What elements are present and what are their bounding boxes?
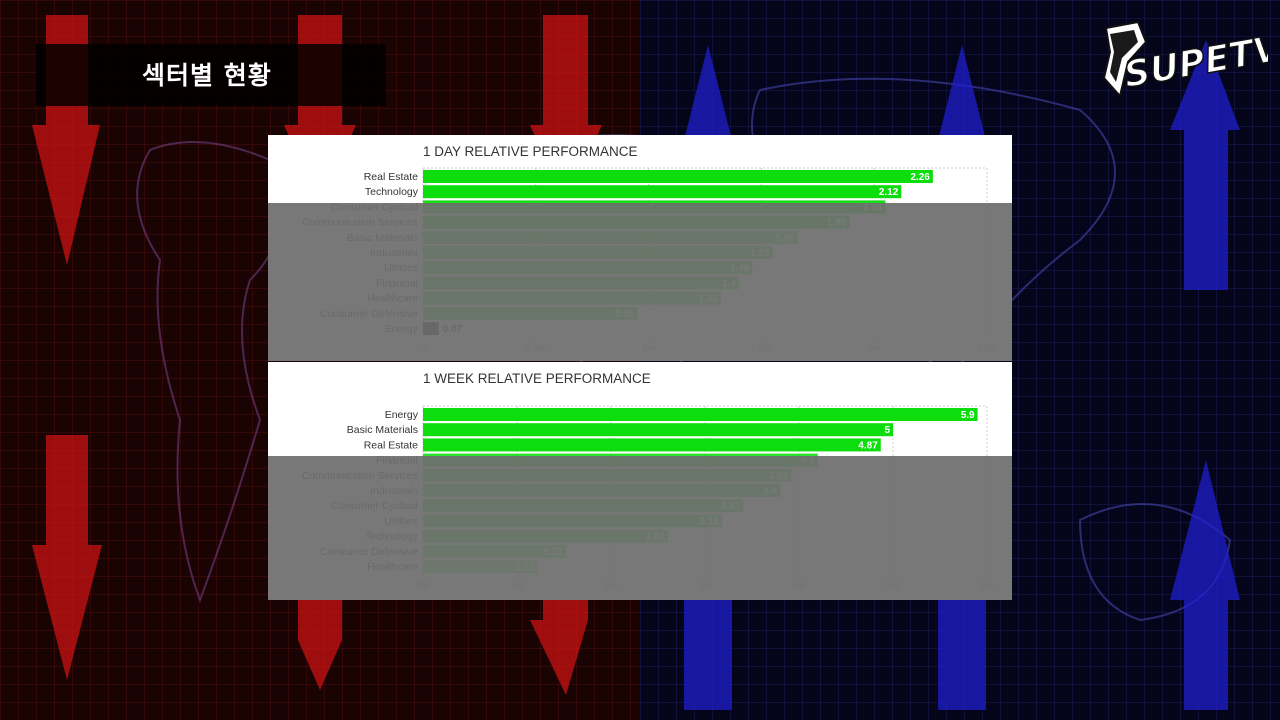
- world-map-continent-americas: [136, 141, 283, 603]
- day-performance-panel: 1 DAY RELATIVE PERFORMANCE 0%0.5%1%1.5%2…: [268, 135, 1012, 361]
- supetv-logo: SUPETV: [1102, 20, 1268, 99]
- page-title-box: [36, 44, 386, 106]
- week-chart-dim-overlay: [268, 456, 1012, 600]
- day-chart-dim-overlay: [268, 203, 1012, 361]
- sector-label: Real Estate: [364, 171, 418, 183]
- value-label: 2.12: [879, 187, 899, 198]
- logo-emblem-icon: [1102, 20, 1148, 99]
- week-chart-title: 1 WEEK RELATIVE PERFORMANCE: [423, 371, 651, 386]
- bar: [423, 408, 978, 421]
- bar: [423, 185, 902, 199]
- bar: [423, 423, 893, 437]
- value-label: 5.9: [961, 410, 975, 421]
- bar: [423, 170, 933, 183]
- page-title: 섹터별 현황: [142, 61, 272, 90]
- sector-label: Energy: [385, 409, 419, 421]
- sector-label: Technology: [365, 186, 419, 198]
- bar: [423, 438, 881, 452]
- value-label: 2.26: [910, 172, 930, 183]
- value-label: 4.87: [858, 440, 878, 451]
- week-performance-panel: 1 WEEK RELATIVE PERFORMANCE 0%1%2%3%4%5%…: [268, 362, 1012, 600]
- value-label: 5: [884, 425, 890, 436]
- day-chart-title: 1 DAY RELATIVE PERFORMANCE: [423, 144, 638, 159]
- sector-label: Basic Materials: [347, 424, 418, 436]
- sector-label: Real Estate: [364, 439, 418, 451]
